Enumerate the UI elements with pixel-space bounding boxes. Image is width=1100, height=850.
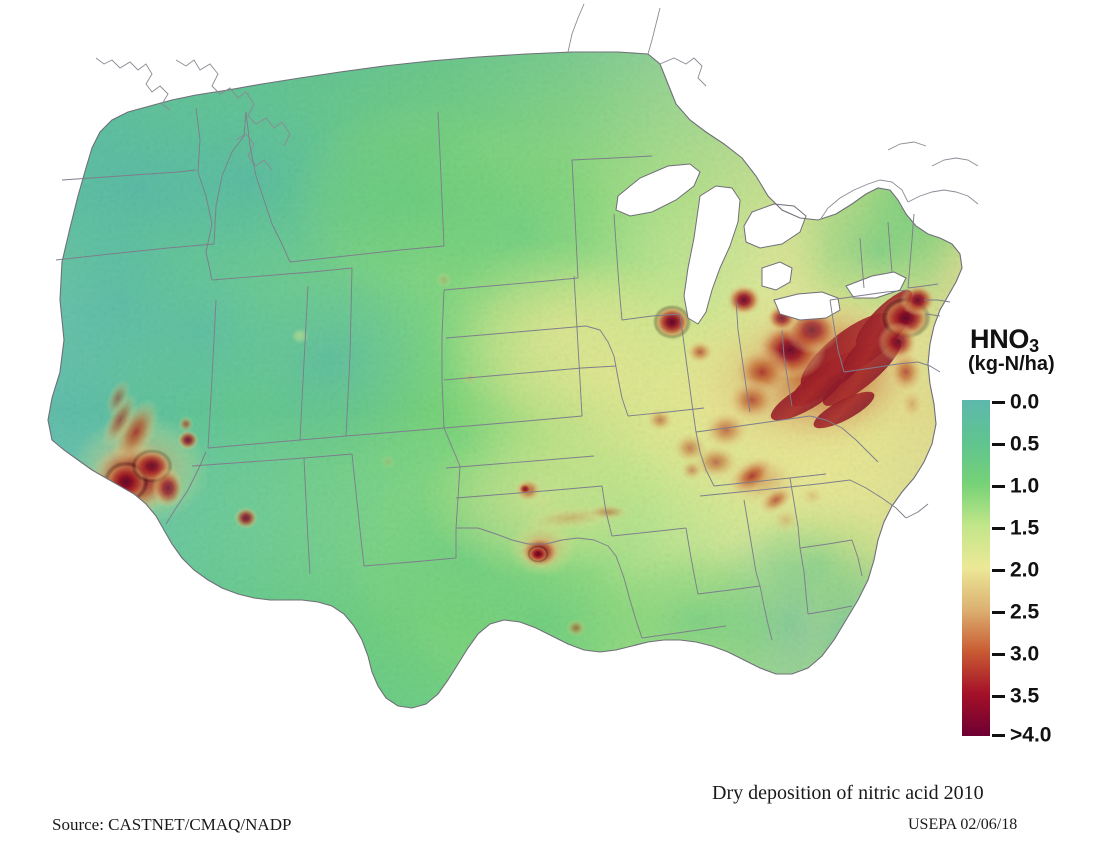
canada-outline [95, 3, 979, 221]
source-credit: Source: CASTNET/CMAQ/NADP [52, 815, 292, 834]
legend-title-text: HNO [970, 324, 1030, 354]
colorbar-tick-4 [992, 569, 1005, 572]
figure-title: Dry deposition of nitric acid 2010 [712, 782, 984, 804]
colorbar-tick-8 [992, 734, 1005, 737]
agency-date-credit: USEPA 02/06/18 [908, 816, 1018, 833]
state-borders [55, 107, 951, 641]
colorbar-label-1: 0.5 [1010, 432, 1040, 456]
colorbar-label-0: 0.0 [1010, 390, 1040, 414]
colorbar-wrap: 0.0 0.5 1.0 1.5 2.0 2.5 3.0 3.5 >4.0 [962, 392, 1100, 746]
colorbar-tick-1 [992, 443, 1005, 446]
colorbar-label-5: 2.5 [1010, 600, 1040, 624]
legend: HNO3 (kg-N/ha) [962, 326, 1100, 746]
legend-units: (kg-N/ha) [968, 353, 1055, 375]
colorbar-tick-2 [992, 485, 1005, 488]
colorbar-tick-7 [992, 695, 1005, 698]
colorbar-tick-3 [992, 527, 1005, 530]
great-lakes [615, 163, 907, 325]
colorbar-tick-0 [992, 401, 1005, 404]
colorbar-label-3: 1.5 [1010, 516, 1040, 540]
colorbar-tick-6 [992, 653, 1005, 656]
colorbar-label-4: 2.0 [1010, 558, 1040, 582]
colorbar-label-8: >4.0 [1010, 723, 1052, 747]
national-border [0, 0, 963, 709]
colorbar-tick-5 [992, 611, 1005, 614]
colorbar[interactable] [962, 400, 990, 736]
legend-title: HNO3 [970, 324, 1039, 356]
map-canvas[interactable] [0, 0, 980, 790]
colorbar-label-2: 1.0 [1010, 474, 1040, 498]
colorbar-label-7: 3.5 [1010, 684, 1040, 708]
colorbar-label-6: 3.0 [1010, 642, 1040, 666]
map-svg [0, 0, 979, 709]
legend-title-subscript: 3 [1029, 336, 1039, 356]
